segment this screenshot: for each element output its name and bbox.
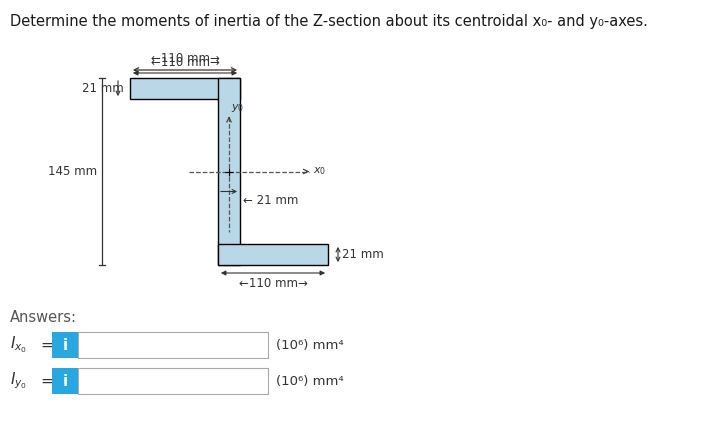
Text: ← 21 mm: ← 21 mm <box>243 194 299 206</box>
Text: (10⁶) mm⁴: (10⁶) mm⁴ <box>276 338 344 352</box>
Text: Determine the moments of inertia of the Z-section about its centroidal x₀- and y: Determine the moments of inertia of the … <box>10 14 648 29</box>
Text: =: = <box>40 373 53 389</box>
Bar <box>218 78 240 265</box>
Text: 21 mm: 21 mm <box>342 248 384 261</box>
FancyBboxPatch shape <box>78 332 268 358</box>
Bar <box>52 368 78 394</box>
Text: Answers:: Answers: <box>10 310 77 325</box>
Text: $y_0$: $y_0$ <box>231 103 244 114</box>
Text: =: = <box>40 338 53 352</box>
Text: (10⁶) mm⁴: (10⁶) mm⁴ <box>276 374 344 387</box>
Text: $x_0$: $x_0$ <box>313 165 326 177</box>
Text: ←110 mm→: ←110 mm→ <box>151 52 220 65</box>
Text: $I_{y_0}$: $I_{y_0}$ <box>10 371 27 391</box>
Text: ←110 mm→: ←110 mm→ <box>239 277 307 290</box>
Bar <box>130 78 240 99</box>
Text: ←110 mm→: ←110 mm→ <box>151 56 220 69</box>
Bar <box>52 332 78 358</box>
Text: i: i <box>62 338 67 352</box>
Text: 145 mm: 145 mm <box>48 165 97 178</box>
FancyBboxPatch shape <box>78 368 268 394</box>
Text: $I_{x_0}$: $I_{x_0}$ <box>10 335 27 355</box>
Bar <box>218 244 328 265</box>
Text: i: i <box>62 373 67 389</box>
Text: 21 mm: 21 mm <box>82 82 124 95</box>
